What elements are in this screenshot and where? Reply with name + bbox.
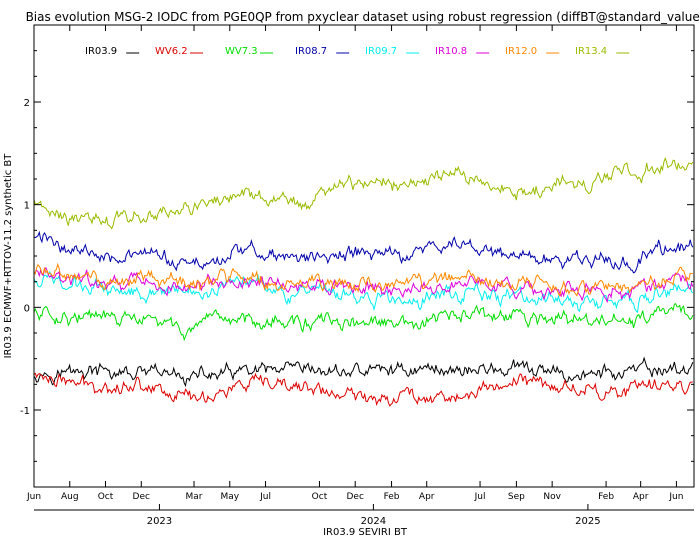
series-line-wv62 [33,372,693,407]
x-tick-label: Sep [508,492,525,502]
x-tick-label: Jul [259,492,271,502]
series-line-ir108 [33,266,694,304]
y-axis-label: IR03.9 ECMWF+RTTOV-11.2 synthetic BT [3,153,14,359]
year-label: 2023 [147,516,172,527]
x-tick-label: Dec [133,492,150,502]
legend: IR03.9 WV6.2 WV7.3 IR08.7 IR09.7 IR10.8 IR12.0… [85,46,630,57]
x-tick-label: Jun [668,492,683,502]
x-axis-label: IR03.9 SEVIRI BT [323,527,408,538]
series-line-ir097 [33,270,694,314]
legend-label: IR09.7 [365,46,397,57]
x-tick-label: Mar [186,492,203,502]
x-tick-label: Feb [384,492,400,502]
y-tick-label: -1 [20,406,30,417]
x-tick-label: Feb [598,492,614,502]
legend-label: IR10.8 [435,46,467,57]
series-line-ir120 [33,262,693,298]
x-tick-label: May [220,492,239,502]
series-line-ir039 [33,356,694,388]
legend-label: IR03.9 [85,46,117,57]
y-axis: -1 0 1 2 [20,50,694,462]
x-tick-label: Apr [419,492,435,502]
series-line-ir134 [33,156,694,230]
x-tick-label: Apr [633,492,649,502]
y-tick-label: 2 [24,98,30,109]
x-tick-label: Nov [543,492,561,502]
chart-title: Bias evolution MSG-2 IODC from PGE0QP fr… [26,10,700,24]
x-axis: Jun Aug Oct Dec Mar May Jul Oct Dec Feb Apr Jul Sep N… [26,25,694,527]
x-tick-label: Oct [98,492,114,502]
legend-label: IR13.4 [575,46,607,57]
legend-label: WV6.2 [155,46,188,57]
x-tick-label: Aug [61,492,79,502]
y-tick-label: 0 [24,303,30,314]
series-layer [33,156,694,407]
x-tick-label: Jul [474,492,486,502]
y-tick-label: 1 [24,201,30,212]
x-tick-label: Jun [26,492,41,502]
legend-label: WV7.3 [225,46,258,57]
series-line-ir087 [33,230,694,274]
legend-label: IR12.0 [505,46,537,57]
year-label: 2024 [361,516,386,527]
year-label: 2025 [575,516,600,527]
x-tick-label: Oct [312,492,328,502]
legend-label: IR08.7 [295,46,327,57]
x-tick-label: Dec [346,492,363,502]
series-line-wv73 [33,303,694,342]
